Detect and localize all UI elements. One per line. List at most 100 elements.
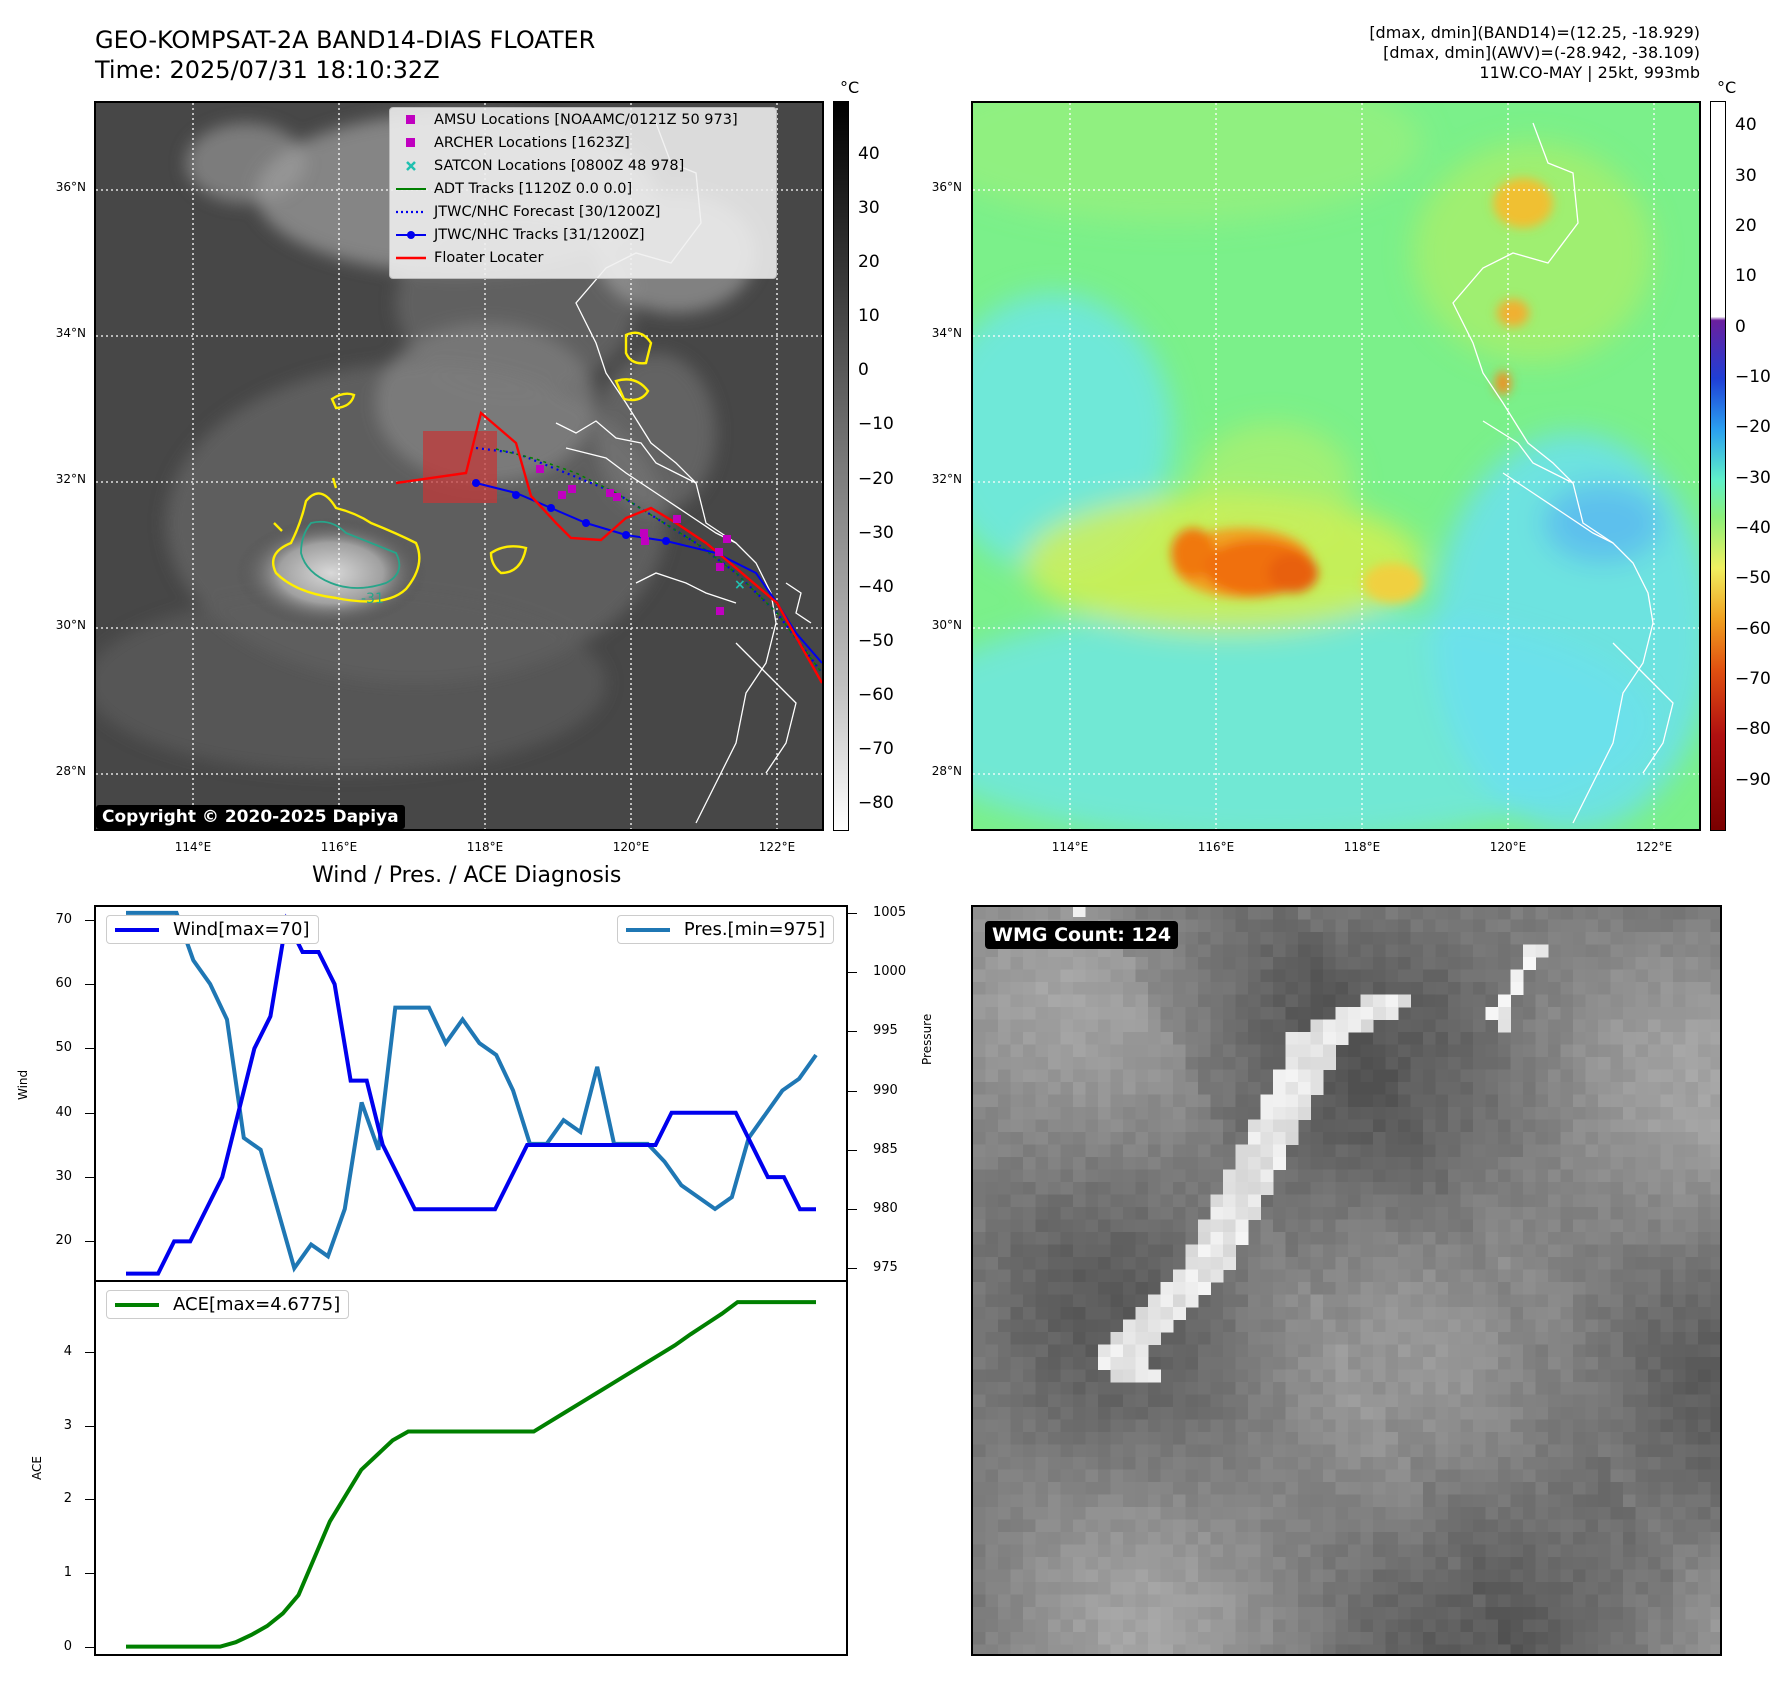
colorbar-tick: 10 [1735,266,1757,287]
pressure-tick-mark [848,912,857,914]
lat-label: 34°N [55,326,86,340]
colorbar-tick: 10 [858,306,880,327]
legend-item-jtwc-forecast: JTWC/NHC Forecast [30/1200Z] [390,200,776,223]
legend-item-satcon: SATCON Locations [0800Z 48 978] [390,154,776,177]
ace-tick-mark [85,1351,94,1353]
colorbar-tick: 20 [858,252,880,273]
lon-label: 122°E [1635,840,1673,854]
pressure-tick-mark [848,972,857,974]
pressure-tick-mark [848,1031,857,1033]
pressure-tick-mark [848,1208,857,1210]
colorbar-tick: −30 [1735,467,1771,488]
colorbar-tick: −10 [858,414,894,435]
wind-tick-mark [85,1048,94,1050]
pressure-legend-label: Pres.[min=975] [683,919,825,940]
wind-tick-label: 20 [55,1233,72,1249]
diagnosis-title: Wind / Pres. / ACE Diagnosis [312,863,622,888]
blue-line-dot-icon [396,230,426,239]
lat-label: 32°N [55,472,86,486]
wind-tick-label: 50 [55,1040,72,1056]
colorbar-tick: −80 [1735,719,1771,740]
colorbar-tick: 30 [1735,165,1757,186]
wind-tick-label: 30 [55,1169,72,1185]
colorbar-tick: 0 [1735,316,1746,337]
awv-map [973,103,1699,829]
info-line3: 11W.CO-MAY | 25kt, 993mb [1479,63,1700,82]
lat-label: 28°N [931,764,962,778]
ace-axis-label: ACE [30,1456,44,1480]
convection-contours [271,331,653,603]
green-line-icon [396,187,426,190]
figure-title-line1: GEO-KOMPSAT-2A BAND14-DIAS FLOATER [95,26,596,54]
wmg-panel: WMG Count: 124 [971,905,1722,1656]
ace-legend-label: ACE[max=4.6775] [173,1294,341,1315]
colorbar-tick: −40 [858,576,894,597]
ace-tick-mark [85,1572,94,1574]
colorbar-tick: −50 [1735,568,1771,589]
satcon-marker: × [734,577,746,593]
colorbar-tick: −80 [858,792,894,813]
wind-tick-mark [85,1241,94,1243]
lat-label: 30°N [931,618,962,632]
pressure-legend: Pres.[min=975] [616,915,834,944]
ir-map-panel: -31 × AMSU Locations [NOAAMC/0121Z 50 97… [94,101,824,831]
wmg-pixels [973,907,1720,1654]
wind-tick-label: 40 [55,1104,72,1120]
wmg-image [973,907,1720,1654]
lon-label: 118°E [1343,840,1381,854]
colorbar-tick: 0 [858,360,869,381]
pressure-tick-label: 995 [873,1023,898,1039]
ace-tick-label: 1 [63,1564,72,1580]
colorbar-tick: −20 [1735,417,1771,438]
map-gridlines [973,103,1699,829]
pressure-tick-label: 990 [873,1082,898,1098]
wind-axis-label: Wind [16,1069,30,1100]
figure-title-line2: Time: 2025/07/31 18:10:32Z [95,56,440,84]
wind-legend-label: Wind[max=70] [173,919,310,940]
colorbar-tick: −20 [858,468,894,489]
wind-legend: Wind[max=70] [106,915,319,944]
lon-label: 114°E [1051,840,1089,854]
pressure-tick-label: 1000 [873,964,907,980]
lon-label: 116°E [320,840,358,854]
ace-chart: ACE[max=4.6775] [94,1280,848,1656]
pressure-tick-mark [848,1090,857,1092]
colorbar-tick: −90 [1735,769,1771,790]
colorbar-tick: −30 [858,522,894,543]
legend-item-jtwc-tracks: JTWC/NHC Tracks [31/1200Z] [390,223,776,246]
ace-tick-label: 3 [63,1417,72,1433]
ace-tick-mark [85,1499,94,1501]
colorbar-tick: 40 [858,144,880,165]
wind-tick-mark [85,1177,94,1179]
pressure-legend-swatch [625,927,670,932]
blue-dotted-line-icon [396,210,426,213]
colorbar-right-unit: °C [1717,78,1737,97]
lat-label: 36°N [931,180,962,194]
wind-tick-mark [85,984,94,986]
pressure-tick-label: 980 [873,1200,898,1216]
wind-tick-label: 70 [55,911,72,927]
wind-tick-label: 60 [55,976,72,992]
colorbar-left [833,101,849,831]
jtwc-track-points [472,479,670,545]
floater-box [423,431,497,503]
pressure-line [126,910,818,1273]
lat-label: 36°N [55,180,86,194]
lat-label: 30°N [55,618,86,632]
coastlines [1452,122,1674,824]
legend-item-adt: ADT Tracks [1120Z 0.0 0.0] [390,177,776,200]
legend-label: ARCHER Locations [1623Z] [434,134,630,151]
pressure-tick-label: 975 [873,1260,898,1276]
wind-pressure-chart: Wind[max=70] Pres.[min=975] [94,905,848,1282]
wind-legend-swatch [115,927,159,932]
wmg-count-badge: WMG Count: 124 [985,921,1179,949]
colorbar-tick: −60 [858,684,894,705]
legend-label: JTWC/NHC Forecast [30/1200Z] [434,203,661,220]
info-line2: [dmax, dmin](AWV)=(-28.942, -38.109) [1383,43,1700,62]
wind-tick-mark [85,1112,94,1114]
lon-label: 120°E [612,840,650,854]
colorbar-tick: −50 [858,630,894,651]
awv-cold-tops [1171,178,1553,603]
pressure-axis-label: Pressure [920,1013,934,1065]
lon-label: 118°E [466,840,504,854]
